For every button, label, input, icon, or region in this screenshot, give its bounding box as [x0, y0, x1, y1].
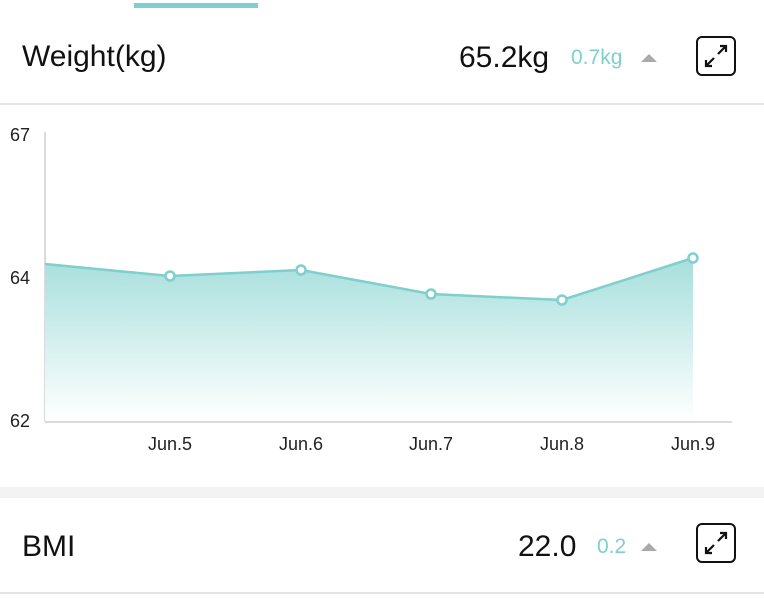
- data-point: [425, 288, 437, 300]
- weight-value: 65.2kg: [459, 41, 550, 74]
- x-tick: Jun.7: [408, 434, 454, 454]
- trend-up-icon: [641, 543, 657, 551]
- trend-up-icon: [641, 54, 657, 62]
- y-tick-62: 62: [10, 411, 31, 431]
- bmi-expand-button[interactable]: [696, 523, 736, 563]
- x-tick: Jun.8: [539, 434, 585, 454]
- data-point: [164, 270, 176, 282]
- x-tick: Jun.5: [147, 434, 193, 454]
- bmi-delta: 0.2: [597, 535, 627, 558]
- bmi-value: 22.0: [518, 530, 577, 563]
- divider: [0, 103, 764, 105]
- bmi-card-header: BMI 22.0 0.2: [0, 498, 764, 598]
- weight-card-header: Weight(kg) 65.2kg 0.7kg: [0, 8, 764, 108]
- active-tab-indicator: [134, 3, 258, 8]
- weight-expand-button[interactable]: [696, 36, 736, 76]
- divider: [0, 592, 764, 594]
- weight-line: [44, 256, 694, 302]
- x-tick: Jun.6: [278, 434, 324, 454]
- expand-icon: [704, 44, 728, 68]
- y-tick-64: 64: [10, 268, 31, 288]
- expand-icon: [704, 531, 728, 555]
- chart-plot: [44, 132, 732, 423]
- data-point: [687, 252, 699, 264]
- weight-title: Weight(kg): [22, 40, 167, 73]
- section-separator: [0, 487, 764, 498]
- data-point: [295, 264, 307, 276]
- x-tick: Jun.9: [670, 434, 716, 454]
- weight-delta: 0.7kg: [571, 46, 623, 69]
- bmi-title: BMI: [22, 530, 76, 563]
- data-point: [556, 294, 568, 306]
- y-tick-67: 67: [10, 125, 31, 145]
